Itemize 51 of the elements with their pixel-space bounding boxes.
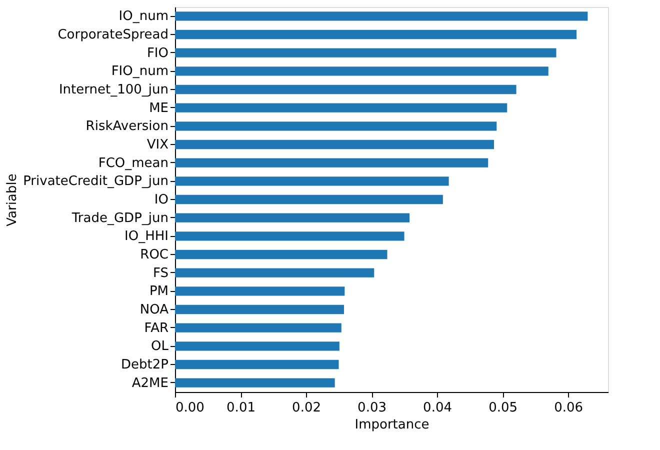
bar [175, 360, 339, 370]
x-tick-label: 0.04 [423, 400, 452, 416]
x-tick-label: 0.06 [554, 400, 584, 416]
x-tick-label: 0.03 [358, 400, 386, 416]
bar [175, 140, 494, 150]
y-tick-label: IO_num [118, 9, 168, 24]
bar [175, 213, 410, 222]
y-tick-label: Debt2P [121, 358, 169, 372]
bar [175, 378, 335, 388]
y-tick-label: CorporateSpread [58, 28, 168, 42]
y-tick-label: Internet_100_jun [58, 82, 168, 98]
y-tick-label: FIO_num [111, 64, 168, 80]
y-tick-label: FS [152, 266, 168, 281]
bar [175, 12, 588, 21]
bar [175, 286, 345, 296]
bar [175, 122, 497, 131]
bar [175, 66, 548, 76]
x-tick-label: 0.01 [226, 400, 256, 416]
y-tick-label: RiskAversion [86, 119, 168, 134]
y-tick-label: FCO_mean [98, 156, 168, 171]
y-axis-title: Variable [5, 174, 20, 226]
bar [175, 84, 516, 94]
y-tick-label: IO [154, 192, 168, 208]
y-tick-label: OL [151, 339, 170, 354]
y-tick-label: PM [149, 284, 168, 300]
bar [175, 176, 449, 186]
y-tick-label: A2ME [132, 376, 168, 391]
bar [175, 194, 443, 204]
y-tick-label: ME [149, 100, 168, 116]
x-tick-label: 0.00 [176, 400, 204, 416]
y-tick-label: Trade_GDP_jun [70, 210, 168, 226]
y-tick-label: PrivateCredit_GDP_jun [23, 174, 168, 190]
bar [175, 268, 374, 278]
x-tick-label: 0.05 [488, 400, 518, 416]
y-tick-label: VIX [146, 138, 169, 152]
bar [175, 250, 388, 260]
bar [175, 232, 404, 241]
x-tick-label: 0.02 [292, 400, 321, 416]
bar [175, 304, 344, 314]
y-tick-label: IO_HHI [124, 229, 168, 244]
y-tick-label: FIO [146, 46, 168, 61]
bar [175, 48, 556, 58]
y-tick-label: ROC [140, 248, 168, 262]
bar [175, 103, 508, 112]
bar [175, 158, 488, 168]
bar [175, 30, 577, 40]
bar [175, 323, 342, 332]
x-axis-title: Importance [354, 418, 430, 432]
y-tick-label: FAR [144, 320, 168, 336]
bar [175, 342, 340, 351]
y-tick-label: NOA [140, 302, 169, 318]
